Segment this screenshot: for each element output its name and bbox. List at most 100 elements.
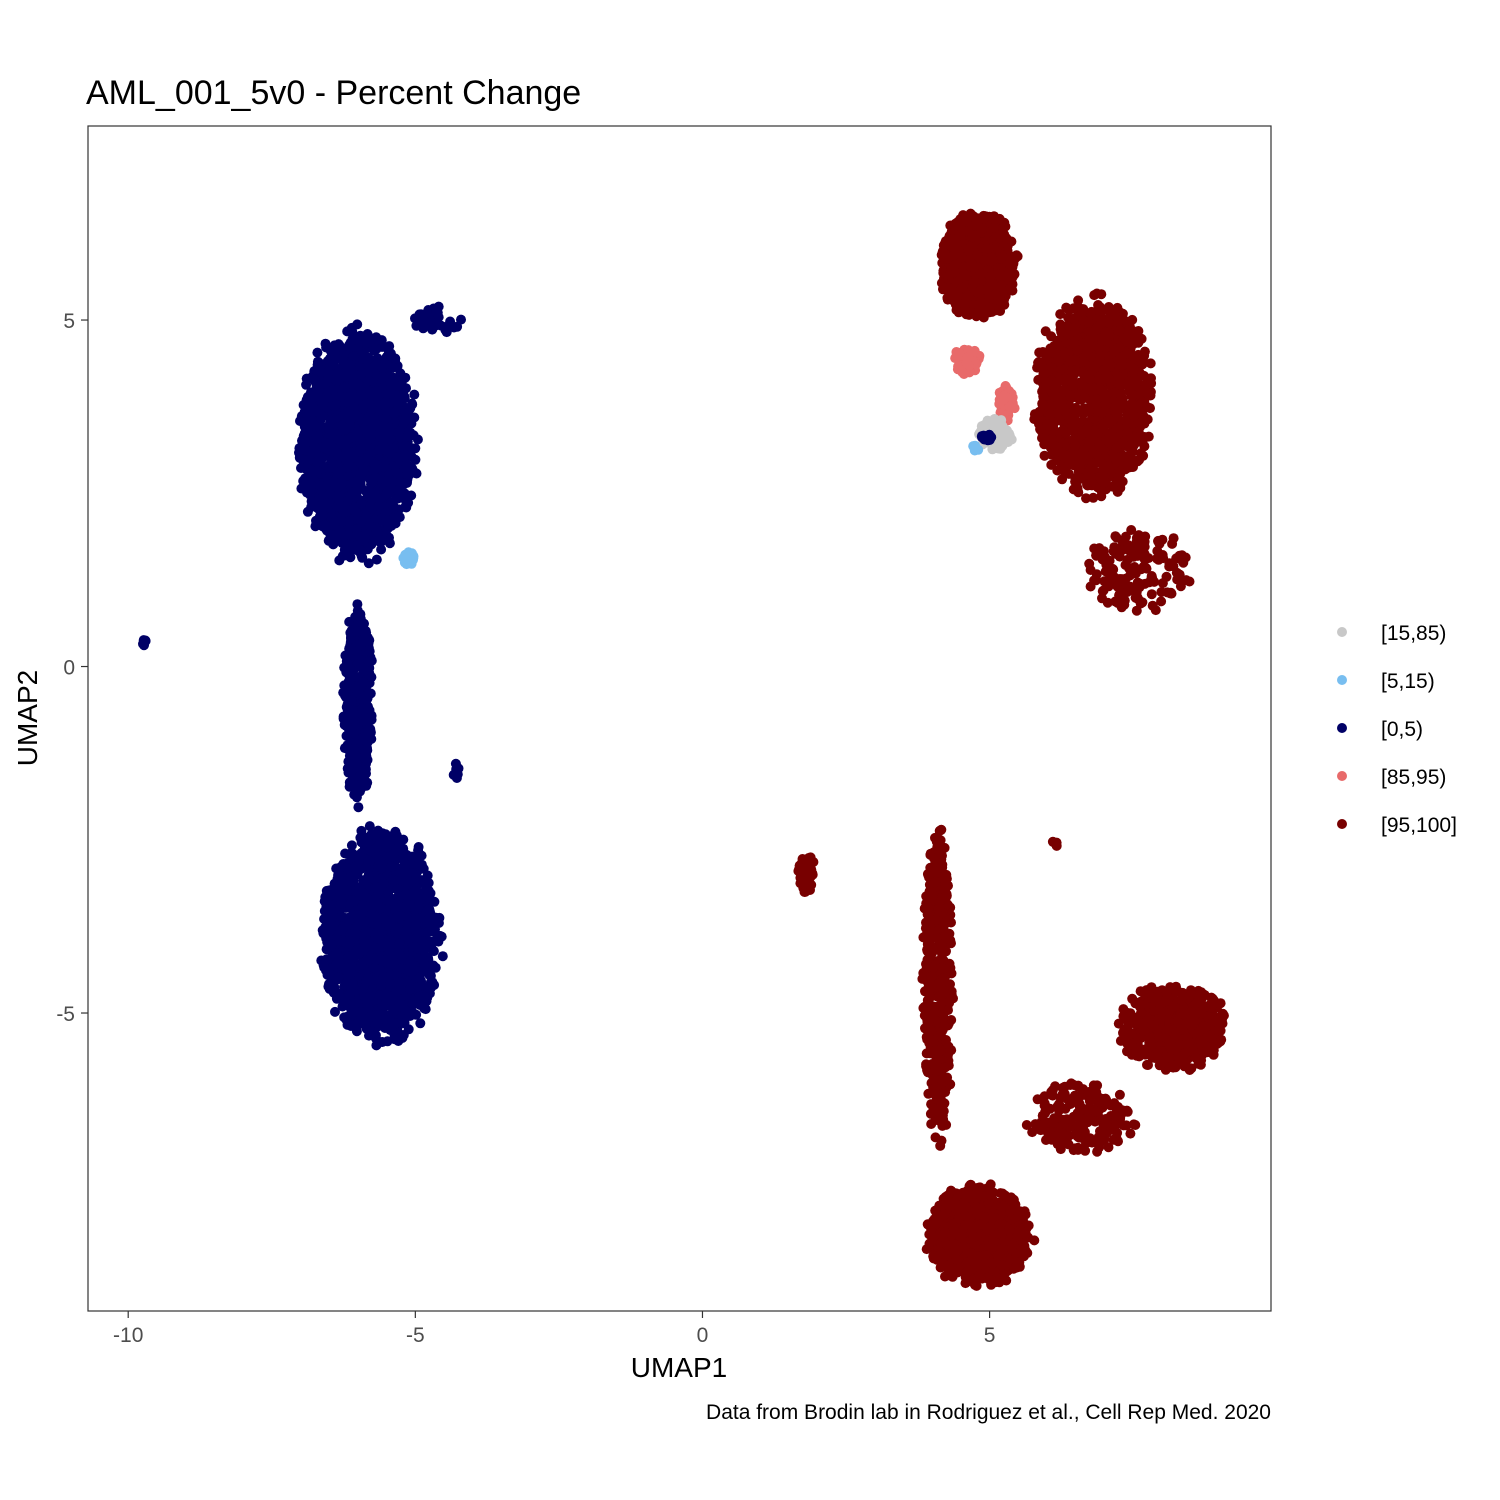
data-point: [312, 465, 323, 476]
data-point: [417, 954, 428, 965]
data-point: [385, 433, 396, 444]
data-point: [354, 771, 365, 782]
data-point: [393, 399, 403, 410]
data-point: [399, 416, 410, 427]
data-point: [939, 253, 950, 264]
data-point: [370, 943, 381, 954]
data-point: [385, 448, 395, 459]
data-point: [312, 347, 323, 358]
data-point: [419, 944, 430, 955]
data-point: [335, 391, 346, 402]
data-point: [326, 905, 337, 916]
data-point: [985, 271, 996, 282]
data-point: [390, 466, 401, 477]
data-point: [386, 383, 397, 394]
data-point: [403, 497, 414, 508]
data-point: [389, 408, 399, 419]
data-point: [370, 418, 381, 429]
data-point: [359, 331, 370, 342]
data-point: [361, 487, 372, 498]
data-point: [978, 255, 989, 266]
data-point: [401, 925, 412, 936]
data-point: [355, 544, 366, 555]
data-point: [378, 937, 389, 948]
data-point: [337, 898, 347, 909]
data-point: [352, 319, 363, 330]
data-point: [306, 447, 317, 458]
data-point: [310, 376, 321, 387]
data-point: [371, 554, 382, 565]
data-point: [452, 321, 463, 332]
data-point: [319, 896, 330, 907]
data-point: [340, 537, 351, 548]
data-point: [424, 904, 435, 915]
data-point: [410, 443, 421, 454]
data-point: [424, 892, 435, 903]
data-point: [320, 338, 331, 349]
data-point: [399, 393, 410, 404]
data-point: [329, 476, 340, 487]
data-point: [361, 926, 372, 937]
data-point: [405, 403, 416, 414]
data-point: [377, 362, 387, 373]
data-point: [385, 959, 396, 970]
data-point: [964, 254, 975, 265]
data-point: [325, 488, 336, 499]
data-point: [340, 530, 351, 541]
data-point: [386, 1025, 397, 1035]
data-point: [337, 420, 348, 431]
data-point: [983, 282, 994, 293]
data-point: [371, 492, 382, 503]
data-point: [395, 1017, 406, 1028]
data-point: [343, 516, 354, 527]
data-point: [321, 954, 332, 965]
data-point: [351, 751, 362, 762]
data-point: [335, 862, 346, 873]
data-point: [956, 219, 967, 230]
data-point: [332, 974, 343, 985]
data-point: [370, 386, 381, 397]
data-point: [363, 955, 374, 966]
data-point: [435, 930, 445, 941]
data-point: [327, 462, 338, 473]
data-point: [352, 863, 363, 873]
data-point: [362, 544, 373, 555]
data-point: [400, 549, 411, 560]
data-point: [405, 984, 415, 995]
chart-title: AML_001_5v0 - Percent Change: [86, 74, 581, 112]
data-point: [410, 925, 421, 936]
data-point: [342, 658, 353, 669]
data-point: [938, 284, 948, 295]
data-point: [340, 409, 351, 420]
data-point: [327, 442, 338, 453]
data-point: [984, 302, 995, 313]
data-point: [403, 430, 414, 441]
data-point: [452, 769, 463, 780]
data-point: [335, 887, 346, 898]
data-point: [357, 552, 368, 563]
data-point: [332, 354, 343, 365]
data-point: [334, 435, 344, 445]
data-point: [342, 495, 353, 506]
data-point: [346, 840, 357, 851]
data-point: [977, 223, 988, 234]
data-point: [387, 874, 398, 885]
data-point: [354, 456, 365, 467]
data-point: [394, 1001, 405, 1012]
data-point: [410, 942, 421, 952]
data-point: [1005, 283, 1016, 294]
data-point: [363, 558, 374, 569]
data-point: [357, 467, 368, 477]
data-point: [343, 458, 354, 469]
data-point: [356, 516, 366, 527]
data-point: [981, 243, 992, 254]
data-point: [339, 544, 350, 555]
data-point: [352, 945, 363, 956]
data-point: [346, 695, 357, 706]
data-point: [397, 1033, 408, 1043]
data-point: [329, 516, 340, 527]
data-point: [361, 901, 372, 912]
data-point: [339, 382, 350, 393]
data-point: [358, 353, 369, 364]
data-point: [437, 951, 448, 962]
